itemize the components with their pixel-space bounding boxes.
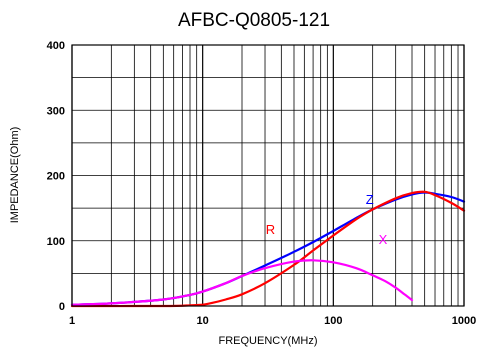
y-axis-label: IMPEDANCE(Ohm) xyxy=(9,127,21,224)
series-label-z: Z xyxy=(366,192,374,207)
y-tick-label: 100 xyxy=(47,236,65,248)
y-tick-label: 400 xyxy=(47,40,65,52)
y-tick-label: 0 xyxy=(59,301,65,313)
series-line-x xyxy=(70,259,414,306)
series-line-z xyxy=(70,191,466,306)
x-tick-label: 1 xyxy=(69,315,75,327)
x-tick-label: 10 xyxy=(197,315,209,327)
y-tick-label: 200 xyxy=(47,171,65,183)
tick-labels: 1 10 100 1000 0 100 200 300 400 xyxy=(47,40,477,327)
series-labels: Z R X xyxy=(266,192,388,247)
series-label-x: X xyxy=(379,232,388,247)
chart-title: AFBC-Q0805-121 xyxy=(178,10,330,31)
x-tick-label: 1000 xyxy=(452,315,476,327)
series-label-r: R xyxy=(266,222,275,237)
series-layer xyxy=(70,190,466,308)
series-line-r xyxy=(70,190,466,308)
plot-frame xyxy=(71,44,465,307)
x-tick-label: 100 xyxy=(324,315,342,327)
y-tick-label: 300 xyxy=(47,105,65,117)
x-axis-label: FREQUENCY(MHz) xyxy=(219,335,318,347)
